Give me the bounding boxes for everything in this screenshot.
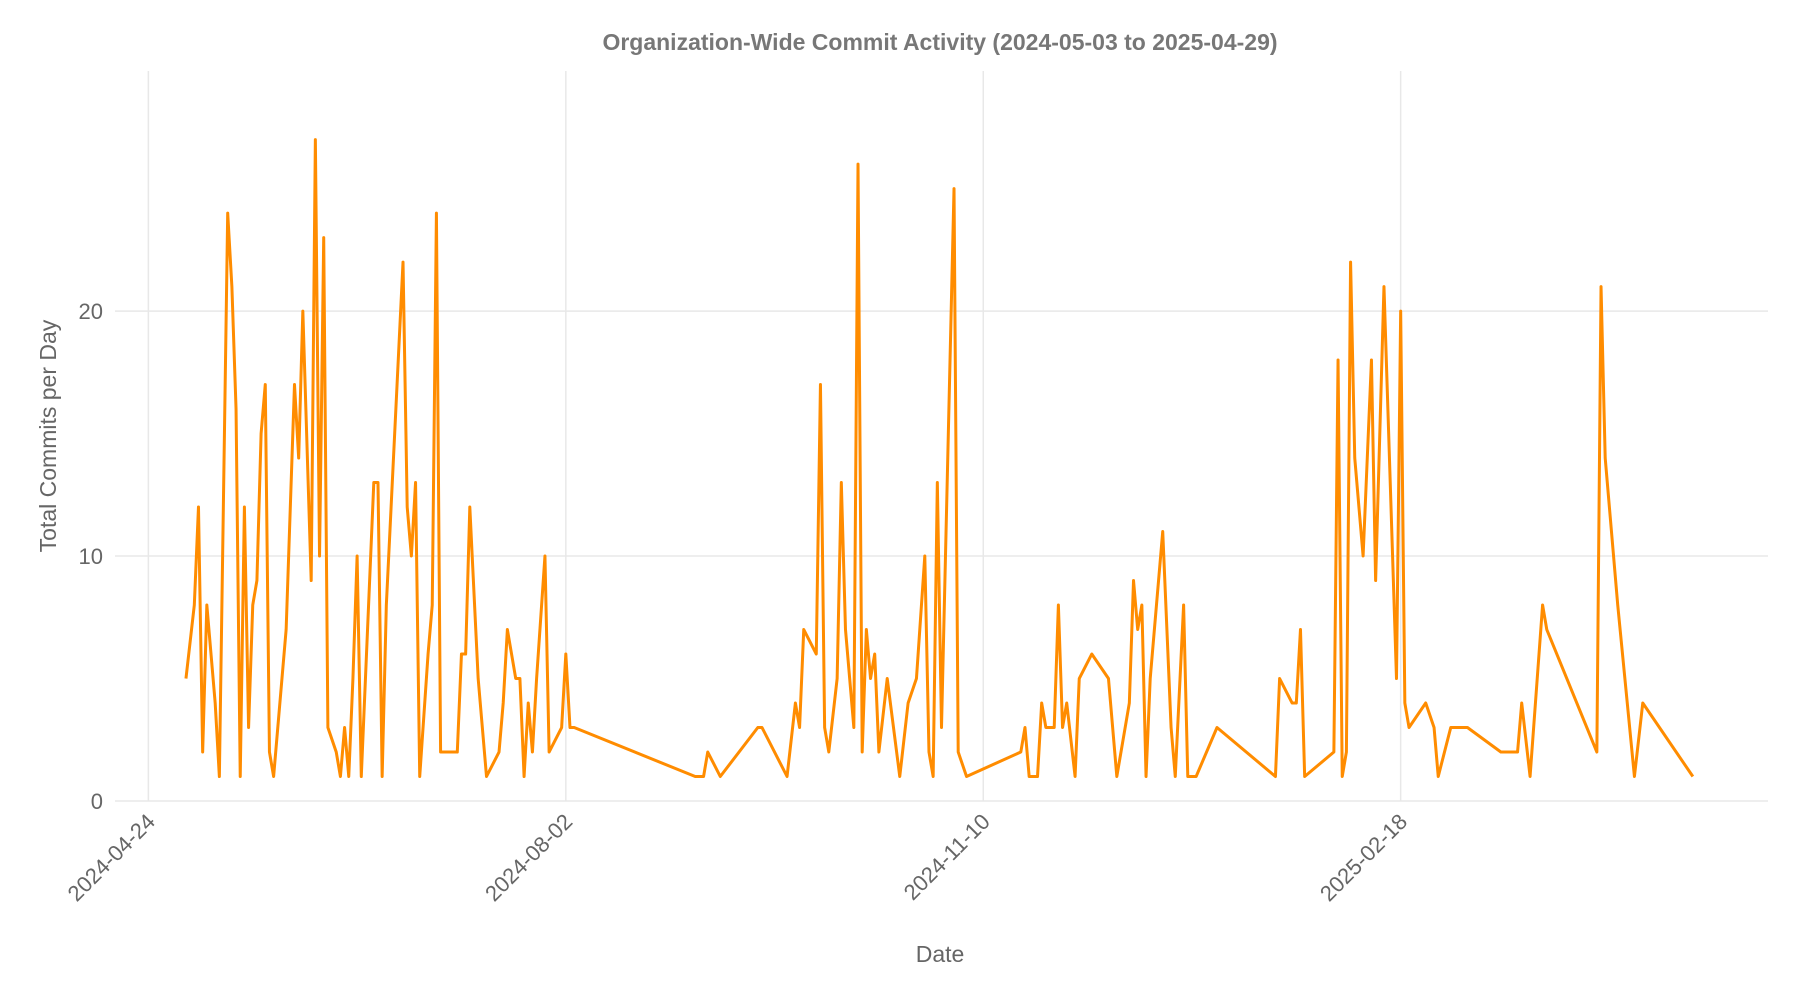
x-tick-label: 2024-04-24 <box>63 809 160 906</box>
x-tick-label: 2024-11-10 <box>899 809 995 905</box>
y-tick-label: 0 <box>91 789 103 814</box>
x-tick-label: 2024-08-02 <box>480 809 577 906</box>
y-tick-label: 20 <box>79 299 103 324</box>
x-axis-title: Date <box>916 941 965 967</box>
x-tick-label: 2025-02-18 <box>1315 809 1412 906</box>
y-tick-label: 10 <box>79 544 103 569</box>
y-axis-title: Total Commits per Day <box>35 319 61 552</box>
chart-title: Organization-Wide Commit Activity (2024-… <box>602 29 1277 55</box>
grid <box>115 71 1768 802</box>
data-line <box>184 138 1695 778</box>
plot <box>184 138 1695 778</box>
